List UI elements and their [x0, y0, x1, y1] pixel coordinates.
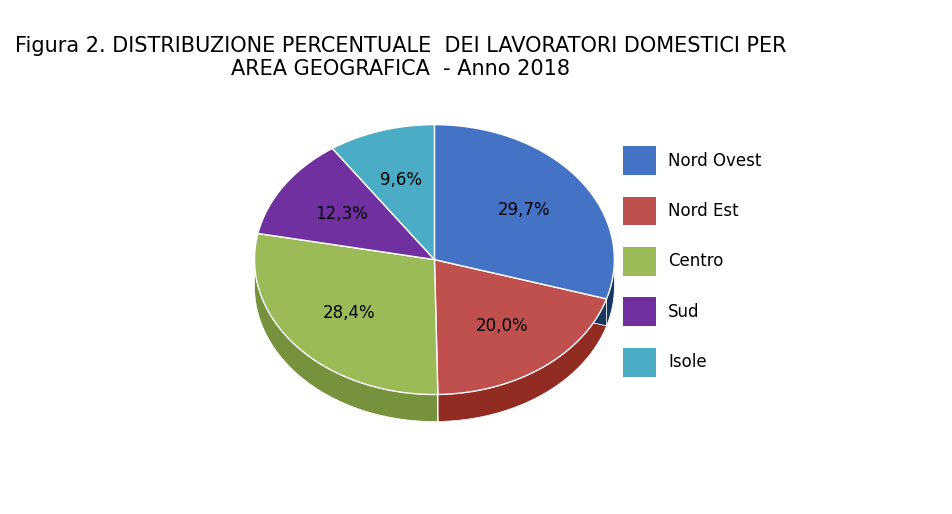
Polygon shape	[434, 260, 605, 394]
Text: Nord Ovest: Nord Ovest	[667, 152, 761, 170]
Polygon shape	[332, 125, 434, 260]
Polygon shape	[434, 260, 605, 326]
Text: Isole: Isole	[667, 353, 706, 371]
Polygon shape	[434, 260, 437, 421]
Polygon shape	[605, 259, 614, 326]
Polygon shape	[254, 233, 437, 394]
FancyBboxPatch shape	[623, 247, 655, 276]
Polygon shape	[254, 260, 437, 421]
Polygon shape	[434, 260, 605, 326]
Text: Figura 2. DISTRIBUZIONE PERCENTUALE  DEI LAVORATORI DOMESTICI PER
AREA GEOGRAFIC: Figura 2. DISTRIBUZIONE PERCENTUALE DEI …	[14, 36, 785, 79]
Text: 12,3%: 12,3%	[314, 205, 367, 223]
Text: 20,0%: 20,0%	[475, 317, 527, 335]
Text: 29,7%: 29,7%	[497, 201, 550, 219]
Text: Nord Est: Nord Est	[667, 202, 738, 220]
FancyBboxPatch shape	[623, 297, 655, 326]
Text: Centro: Centro	[667, 252, 723, 270]
Polygon shape	[434, 125, 614, 299]
FancyBboxPatch shape	[623, 146, 655, 175]
Text: 9,6%: 9,6%	[380, 171, 422, 189]
Polygon shape	[437, 299, 605, 421]
Polygon shape	[434, 260, 437, 421]
Text: 28,4%: 28,4%	[323, 304, 375, 322]
Text: Sud: Sud	[667, 303, 699, 321]
FancyBboxPatch shape	[623, 197, 655, 225]
FancyBboxPatch shape	[623, 347, 655, 376]
Polygon shape	[258, 149, 434, 260]
